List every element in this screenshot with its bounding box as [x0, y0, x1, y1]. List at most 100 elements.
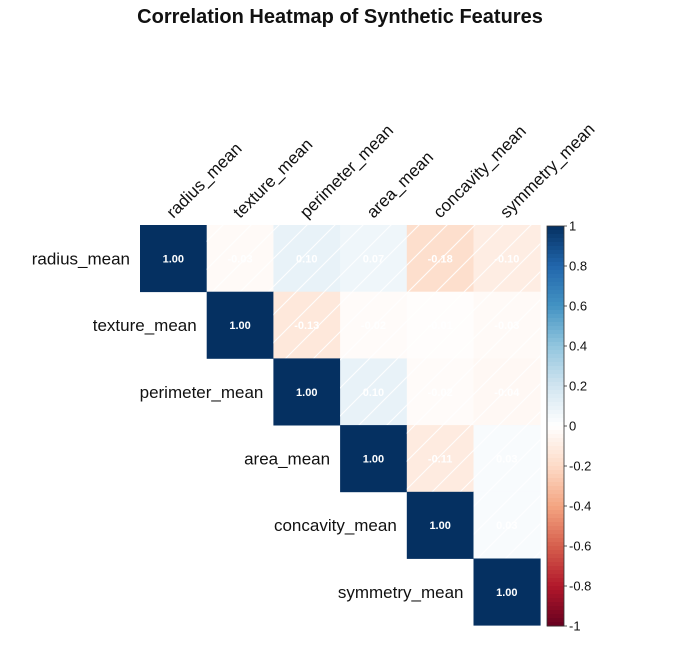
row-labels: radius_mean texture_mean perimeter_meanare…: [32, 249, 464, 601]
legend-gradient-segment: [547, 550, 564, 555]
legend-gradient-segment: [547, 514, 564, 519]
cell-hatch: [406, 225, 474, 292]
legend-tick-label: 0.2: [569, 379, 587, 394]
color-legend: 1 0.8 0.6 0.4 0.2 0 -0.2 -0.4 -0.6 -0.8 -1: [546, 219, 591, 634]
legend-gradient-segment: [547, 534, 564, 539]
legend-gradient-segment: [547, 554, 564, 559]
legend-gradient-segment: [547, 478, 564, 483]
legend-gradient-segment: [547, 258, 564, 263]
legend-gradient-segment: [547, 598, 564, 603]
legend-gradient-segment: [547, 402, 564, 407]
heatmap-cell: [206, 291, 274, 359]
cell-value-label: -0.04: [494, 387, 520, 399]
column-labels: radius_meantexture_meanperimeter_meanare…: [163, 120, 599, 222]
legend-gradient-segment: [547, 610, 564, 615]
legend-gradient-segment: [547, 538, 564, 543]
legend-gradient-segment: [547, 230, 564, 235]
row-label: radius_mean: [32, 249, 130, 268]
legend-gradient-segment: [547, 578, 564, 583]
legend-tick-label: 1: [569, 219, 576, 234]
cell-hatch: [473, 225, 541, 292]
legend-gradient-segment: [547, 590, 564, 595]
legend-gradient-segment: [547, 562, 564, 567]
row-label: concavity_mean: [274, 516, 397, 535]
legend-gradient-segment: [547, 482, 564, 487]
legend-gradient-segment: [547, 398, 564, 403]
cell-value-label: 0.03: [496, 520, 517, 532]
legend-gradient-segment: [547, 326, 564, 331]
legend-gradient-segment: [547, 570, 564, 575]
legend-gradient-segment: [547, 238, 564, 243]
legend-gradient-segment: [547, 358, 564, 363]
legend-gradient-segment: [547, 334, 564, 339]
legend-gradient-segment: [547, 350, 564, 355]
legend-gradient-segment: [547, 278, 564, 283]
cell-hatch: [340, 291, 407, 359]
legend-tick-label: 0.6: [569, 299, 587, 314]
legend-gradient-segment: [547, 418, 564, 423]
legend-tick-label: 0.4: [569, 339, 587, 354]
legend-gradient-segment: [547, 282, 564, 287]
legend-gradient-segment: [547, 614, 564, 619]
legend-gradient-segment: [547, 462, 564, 467]
legend-gradient-segment: [547, 566, 564, 571]
legend-gradient-segment: [547, 386, 564, 391]
legend-gradient-segment: [547, 374, 564, 379]
cell-hatch: [340, 225, 407, 292]
legend-gradient-segment: [547, 486, 564, 491]
legend-gradient-segment: [547, 442, 564, 447]
legend-gradient-segment: [547, 338, 564, 343]
legend-gradient-segment: [547, 618, 564, 623]
cell-value-label: 1.00: [229, 320, 250, 332]
legend-gradient-segment: [547, 242, 564, 247]
row-label: area_mean: [244, 449, 330, 468]
cell-hatch: [473, 491, 541, 559]
cell-value-label: 0.07: [363, 253, 384, 265]
legend-gradient-segment: [547, 502, 564, 507]
legend-gradient-segment: [547, 330, 564, 335]
legend-gradient-segment: [547, 438, 564, 443]
legend-gradient-segment: [547, 346, 564, 351]
legend-gradient-segment: [547, 530, 564, 535]
cell-hatch: [406, 291, 474, 359]
cell-hatch: [473, 425, 541, 492]
legend-gradient-segment: [547, 262, 564, 267]
legend-gradient-segment: [547, 322, 564, 327]
legend-gradient-segment: [547, 306, 564, 311]
legend-gradient-segment: [547, 546, 564, 551]
legend-gradient-segment: [547, 266, 564, 271]
cell-value-label: 0.10: [363, 387, 384, 399]
legend-gradient-segment: [547, 378, 564, 383]
legend-tick-label: -0.8: [569, 579, 591, 594]
legend-gradient-segment: [547, 458, 564, 463]
legend-tick-label: -0.2: [569, 459, 591, 474]
legend-gradient-segment: [547, 586, 564, 591]
legend-gradient-segment: [547, 270, 564, 275]
cell-hatch: [406, 425, 474, 492]
cell-value-label: -0.11: [428, 453, 452, 465]
legend-gradient-segment: [547, 246, 564, 251]
legend-gradient-segment: [547, 390, 564, 395]
heatmap-cells: 1.00 -0.03 0.10 0.07 -0.18 -0.10 1.00 -0.13 -0.0…: [140, 225, 541, 626]
chart-title: Correlation Heatmap of Synthetic Feature…: [137, 6, 543, 28]
cell-value-label: 0.03: [496, 453, 517, 465]
legend-gradient-segment: [547, 602, 564, 607]
legend-gradient-segment: [547, 290, 564, 295]
heatmap-cell: [273, 358, 341, 426]
legend-gradient-segment: [547, 446, 564, 451]
legend-gradient-segment: [547, 250, 564, 255]
legend-tick-label: -1: [569, 619, 581, 634]
legend-gradient-segment: [547, 582, 564, 587]
legend-gradient-segment: [547, 490, 564, 495]
cell-value-label: -0.03: [494, 320, 519, 332]
cell-hatch: [273, 225, 341, 292]
cell-hatch: [273, 291, 341, 359]
legend-gradient-segment: [547, 382, 564, 387]
legend-gradient-segment: [547, 450, 564, 455]
legend-gradient-segment: [547, 470, 564, 475]
legend-gradient-segment: [547, 454, 564, 459]
column-label: area_mean: [363, 148, 437, 222]
legend-gradient-segment: [547, 606, 564, 611]
cell-value-label: -0.10: [494, 253, 519, 265]
cell-hatch: [473, 291, 541, 359]
